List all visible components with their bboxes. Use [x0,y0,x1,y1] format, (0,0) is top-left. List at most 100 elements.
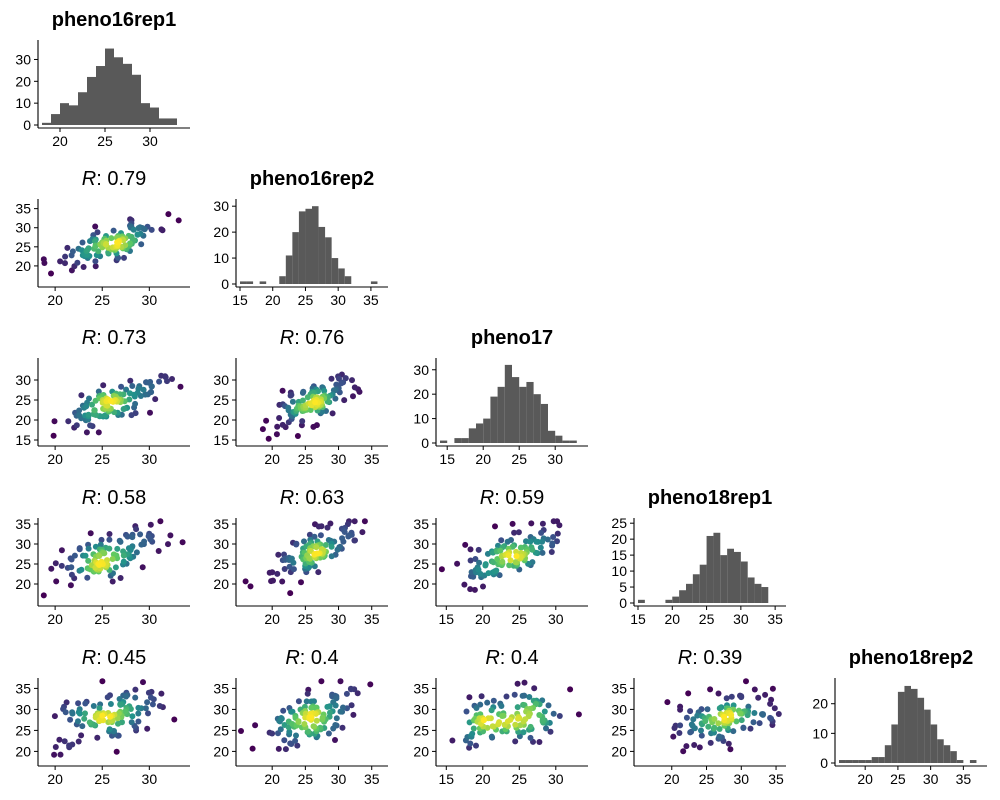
hist-pheno17-panel: pheno17 15 20 25 30 0 10 20 30 [413,327,588,467]
scatter-pheno16rep1-vs-pheno18rep2-x-tick-label: 30 [142,771,158,787]
hist-pheno18rep1-bar [679,590,686,603]
hist-pheno18rep2-bar [839,760,846,763]
hist-pheno16rep1-y-tick-label: 20 [15,73,31,89]
hist-pheno18rep2-bar [891,724,898,763]
hist-pheno18rep1-y-tick-label: 10 [611,563,627,579]
hist-pheno18rep1-y-tick-label: 5 [619,579,627,595]
scatter-pheno16rep1-vs-pheno18rep2-point [82,700,89,707]
scatter-pheno16rep1-vs-pheno18rep2-point [99,712,106,719]
hist-pheno16rep1-bar [78,92,87,125]
scatter-pheno16rep1-vs-pheno18rep1-y-tick-label: 20 [15,576,31,592]
scatter-pheno16rep1-vs-pheno18rep1-x-tick-label: 25 [94,611,110,627]
scatter-pheno16rep2-vs-pheno18rep1-point [314,550,321,557]
hist-pheno16rep1-bar [150,107,159,125]
hist-pheno17-y-tick-label: 0 [421,435,429,451]
hist-pheno16rep1-x-tick-label: 30 [142,133,158,149]
scatter-pheno17-vs-pheno18rep1-point [493,567,500,574]
hist-pheno16rep2-x-tick-label: 35 [363,292,379,308]
scatter-pheno18rep1-vs-pheno18rep2-point [696,744,703,751]
scatter-pheno16rep1-vs-pheno18rep2-y-tick-label: 25 [15,722,31,738]
scatter-pheno16rep1-vs-pheno18rep1-point [114,545,121,552]
hist-pheno16rep1-bar [51,114,60,125]
scatter-pheno17-vs-pheno18rep1-point [517,544,524,551]
scatter-pheno16rep1-vs-pheno18rep1-point [106,531,113,537]
hist-pheno16rep2-x-tick-label: 15 [232,292,248,308]
scatter-pheno17-vs-pheno18rep2-point [489,723,496,730]
scatter-pheno18rep1-vs-pheno18rep2-r-label: R [678,647,692,669]
scatter-pheno17-vs-pheno18rep2-point [469,730,476,737]
scatter-pheno16rep1-vs-pheno18rep1-point [97,541,104,548]
scatter-pheno16rep2-vs-pheno18rep2-point [303,698,310,705]
scatter-pheno16rep1-vs-pheno16rep2-point [87,238,93,245]
scatter-pheno16rep1-vs-pheno18rep1-point [110,551,117,558]
scatter-pheno17-vs-pheno18rep1-point [472,556,479,562]
hist-pheno18rep2-x-tick-label: 25 [890,771,906,787]
scatter-pheno16rep2-vs-pheno17-point [350,393,356,400]
scatter-pheno16rep2-vs-pheno17-point [279,387,286,394]
scatter-pheno17-vs-pheno18rep1-point [528,520,535,527]
scatter-pheno18rep1-vs-pheno18rep2-point [745,703,752,710]
hist-pheno17-x-tick-label: 25 [511,451,527,467]
scatter-pheno16rep2-vs-pheno18rep1-y-tick-label: 30 [213,536,229,552]
scatter-pheno16rep2-vs-pheno18rep2-point [301,721,308,727]
hist-pheno16rep1-title: pheno16rep1 [52,9,176,31]
scatter-pheno17-vs-pheno18rep1-point [539,520,546,527]
scatter-pheno17-vs-pheno18rep2-point [473,705,480,711]
hist-pheno16rep2-bar [292,232,299,284]
scatter-pheno16rep1-vs-pheno16rep2-point [94,229,101,236]
scatter-pheno17-vs-pheno18rep2-point [470,725,477,732]
scatter-pheno16rep2-vs-pheno18rep2-point [275,745,282,752]
hist-pheno18rep2-bar [950,751,957,763]
scatter-pheno16rep1-vs-pheno18rep2-point [56,736,63,743]
scatter-pheno16rep2-vs-pheno18rep2-point [308,704,315,711]
scatter-pheno16rep1-vs-pheno16rep2-point [62,253,69,260]
scatter-pheno16rep2-vs-pheno17-r-title: R: 0.76 [280,327,345,349]
scatter-pheno16rep1-vs-pheno17-x-tick-label: 30 [142,451,158,467]
scatter-pheno16rep2-vs-pheno18rep2-point [348,702,355,709]
scatter-pheno16rep2-vs-pheno18rep2-point [318,678,325,685]
hist-pheno17-bar [519,386,527,443]
scatter-pheno16rep1-vs-pheno18rep2-point [135,718,142,725]
hist-pheno16rep2-bar [305,208,312,284]
scatter-pheno16rep1-vs-pheno18rep2-r-value: : 0.45 [96,647,146,669]
hist-pheno18rep1-bar [734,551,741,603]
scatter-pheno18rep1-vs-pheno18rep2-point [707,686,714,693]
hist-pheno16rep2-bar [331,258,339,284]
scatter-pheno18rep1-vs-pheno18rep2-point [716,705,723,712]
scatter-pheno16rep1-vs-pheno17-point [120,406,127,412]
scatter-pheno16rep2-vs-pheno18rep2-x-tick-label: 30 [331,771,347,787]
scatter-pheno16rep1-vs-pheno18rep2-point [106,726,113,733]
scatter-pheno17-vs-pheno18rep2-point [499,713,506,719]
scatter-pheno16rep1-vs-pheno18rep2-point [62,709,69,716]
hist-pheno17-y-tick-label: 30 [413,362,429,378]
scatter-pheno16rep1-vs-pheno18rep1-point [58,547,65,554]
scatter-pheno16rep2-vs-pheno18rep2-point [367,681,374,688]
scatter-pheno16rep1-vs-pheno18rep1-point [133,526,140,533]
scatter-pheno16rep1-vs-pheno18rep2-point [78,732,85,739]
scatter-pheno16rep2-vs-pheno18rep2-point [282,746,289,753]
scatter-pheno17-vs-pheno18rep1-point [512,559,519,566]
hist-pheno16rep1-y-tick-label: 30 [15,51,31,67]
scatter-pheno16rep2-vs-pheno18rep1-point [328,543,335,550]
hist-pheno18rep2-bar [871,757,879,763]
scatter-pheno17-vs-pheno18rep1-point [470,573,477,580]
scatter-pheno16rep2-vs-pheno18rep2-point [294,742,301,749]
scatter-pheno16rep1-vs-pheno18rep2-point [156,703,163,709]
scatter-pheno18rep1-vs-pheno18rep2-point [733,718,740,725]
scatter-pheno17-vs-pheno18rep1-point [461,581,468,588]
scatter-pheno16rep2-vs-pheno17-point [319,408,326,415]
hist-pheno18rep1-x-tick-label: 30 [733,611,749,627]
scatter-pheno17-vs-pheno18rep1-point [537,544,544,551]
scatter-pheno18rep1-vs-pheno18rep2-point [751,686,758,693]
hist-pheno17-bar [533,394,541,443]
scatter-pheno18rep1-vs-pheno18rep2-point [727,746,734,753]
hist-pheno16rep2-y-tick-label: 20 [213,224,229,240]
scatter-pheno16rep1-vs-pheno18rep1-point [40,592,47,599]
hist-pheno16rep2-y-tick-label: 30 [213,198,229,214]
scatter-pheno16rep2-vs-pheno18rep1-point [324,524,331,531]
scatter-pheno16rep2-vs-pheno18rep2-x-tick-label: 25 [298,771,314,787]
hist-pheno16rep2-y-tick-label: 0 [221,276,229,292]
scatter-pheno18rep1-vs-pheno18rep2-point [677,706,684,713]
scatter-pheno16rep1-vs-pheno16rep2-r-value: : 0.79 [96,168,146,190]
scatter-pheno16rep1-vs-pheno17-point [83,403,90,410]
